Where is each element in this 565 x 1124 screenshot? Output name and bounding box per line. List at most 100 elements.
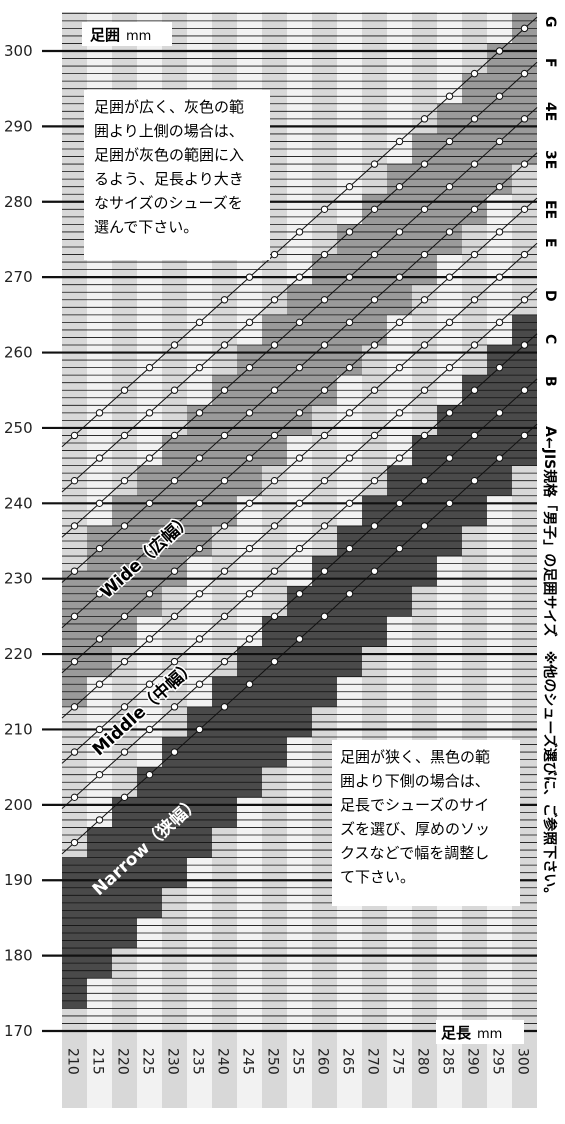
x-tick-label: 280 [415,1048,431,1075]
series-point-E [370,386,379,394]
series-point-C [495,363,504,372]
legend-label-F: F [542,58,558,68]
series-point-F [95,454,104,462]
series-point-EE [320,386,329,394]
series-point-A [145,770,154,779]
series-point-E [495,273,504,281]
y-tick-label: 220 [4,645,33,663]
series-point-A [520,431,529,440]
column-band [287,12,312,1108]
x-axis-ticks: 210 215 220 225 230 235 240 245 250 255 260 265 270 2… [65,1048,531,1075]
series-point-A [245,680,254,688]
series-point-A [95,816,104,824]
series-point-4E [345,273,354,281]
x-tick-label: 270 [365,1048,381,1075]
series-point-EE [445,273,454,281]
series-point-A [395,544,404,553]
x-tick-label: 235 [190,1048,206,1075]
x-tick-label: 275 [390,1048,406,1075]
series-point-E [220,522,229,530]
note-narrow-line-3: 足長でシューズのサイ [340,796,489,814]
series-point-E [345,409,354,417]
series-point-D [495,318,504,327]
series-point-EE [295,409,304,417]
x-tick-label: 230 [165,1048,181,1075]
series-point-B [320,567,329,575]
y-tick-label: 240 [4,494,33,512]
series-point-G [320,205,329,214]
series-point-F [395,182,404,191]
series-point-D [370,431,379,440]
series-point-4E [270,341,279,349]
series-point-G [495,47,504,55]
note-narrow-line-1: 足囲が狭く、黒色の範 [340,748,490,766]
series-point-A [220,703,229,711]
legend-label-A: A [542,426,558,437]
x-tick-label: 285 [440,1048,456,1075]
series-point-G [445,92,454,100]
series-point-D [470,341,479,349]
note-wide-line-5: なサイズのシューズを [94,194,243,212]
series-point-3E [220,431,229,440]
series-point-EE [170,522,179,530]
series-point-EE [195,499,204,508]
series-point-A [120,793,129,802]
note-wide-line-3: 足囲が灰色の範囲に入 [94,146,244,164]
series-point-F [145,409,154,417]
series-point-EE [520,205,529,214]
series-point-3E [420,250,429,259]
series-point-A [470,476,479,485]
series-point-E [420,341,429,349]
series-point-E [195,544,204,553]
series-point-B [420,476,429,485]
series-point-C [520,341,529,349]
y-axis-title: 足囲 mm [82,22,172,46]
series-point-G [220,296,229,304]
series-point-F [170,386,179,394]
series-point-C [320,522,329,530]
series-point-G [120,386,129,394]
series-point-C [345,499,354,508]
series-point-D [170,612,179,621]
series-point-B [395,499,404,508]
series-point-B [470,431,479,440]
series-point-A [345,590,354,598]
series-point-G [470,69,479,78]
column-band [512,12,537,1108]
legend-label-B: B [542,376,558,387]
x-tick-label: 225 [140,1048,156,1075]
x-tick-label: 240 [215,1048,231,1075]
note-wide-line-4: るよう、足長より大き [94,170,244,188]
series-point-4E [70,522,79,530]
series-point-F [495,92,504,100]
series-point-3E [195,454,204,462]
series-point-G [345,182,354,191]
series-point-A [295,635,304,643]
legend-label-4E: 4E [542,102,558,121]
series-point-A [495,454,504,462]
series-point-EE [95,590,104,598]
note-narrow-line-4: ズを選び、厚めのソッ [340,820,490,838]
note-narrow-line-5: クスなどで幅を調整し [340,844,489,862]
series-point-3E [495,182,504,191]
series-point-A [270,657,279,666]
note-wide-line-2: 囲より上側の場合は、 [94,122,244,140]
legend-label-G: G [542,16,558,28]
y-tick-label: 210 [4,720,33,738]
right-caption: ←JIS規格「男子」の足囲サイズ ※他のシューズ選びに、ご参照下さい。 [541,437,558,901]
series-point-D [270,522,279,530]
series-point-E [445,318,454,327]
series-point-C [145,680,154,688]
series-point-3E [145,499,154,508]
series-point-4E [170,431,179,440]
series-point-3E [245,409,254,417]
series-point-EE [145,544,154,553]
series-point-A [320,612,329,621]
note-narrow-box [332,740,520,906]
series-point-A [445,499,454,508]
series-point-3E [270,386,279,394]
series-point-C [370,476,379,485]
series-point-D [320,476,329,485]
series-point-F [445,137,454,146]
